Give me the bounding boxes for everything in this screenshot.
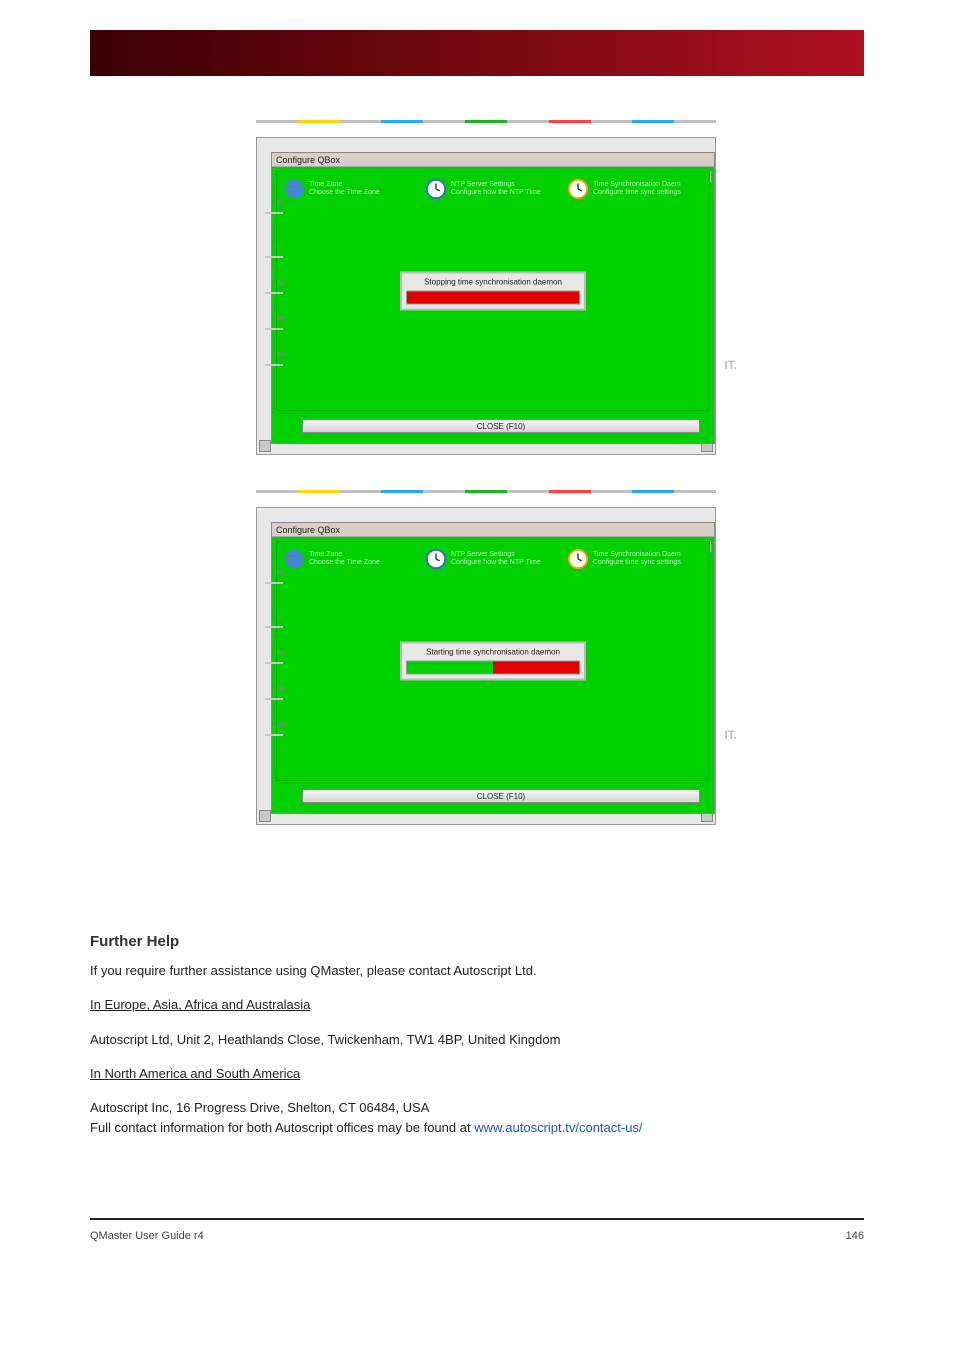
option-text: Time Synchronisation DaemConfigure time …	[593, 181, 681, 198]
side-label: Re	[277, 316, 286, 323]
config-option[interactable]: Time ZoneChoose the Time Zone	[283, 178, 419, 200]
side-label: Re	[277, 722, 286, 729]
footer-left: QMaster User Guide r4	[90, 1230, 204, 1242]
scroll-corner	[259, 440, 271, 452]
it-label: IT.	[724, 358, 737, 372]
figure-stopping-daemon: Configure QBox Time ZoneChoose the Time …	[256, 120, 716, 455]
progress-dialog: Stopping time synchronisation daemon	[400, 272, 586, 311]
section-heading: Further Help	[90, 930, 864, 953]
progress-bar	[406, 291, 580, 305]
window-title: Configure QBox	[272, 153, 714, 167]
side-label: Re	[277, 352, 286, 359]
clock-icon	[425, 548, 447, 570]
config-option[interactable]: NTP Server SettingsConfigure how the NTP…	[425, 178, 561, 200]
close-button[interactable]: CLOSE (F10)	[302, 789, 700, 803]
side-label: Ac	[277, 650, 285, 657]
it-label: IT.	[724, 728, 737, 742]
globe-icon	[283, 178, 305, 200]
option-text: Time ZoneChoose the Time Zone	[309, 551, 380, 568]
config-option[interactable]: NTP Server SettingsConfigure how the NTP…	[425, 548, 561, 570]
config-option[interactable]: Time Synchronisation DaemConfigure time …	[567, 548, 703, 570]
header-banner	[90, 30, 864, 76]
globe-icon	[283, 548, 305, 570]
option-text: NTP Server SettingsConfigure how the NTP…	[451, 181, 541, 198]
progress-bar	[406, 661, 580, 675]
side-label: Fi	[277, 570, 283, 577]
side-label: Li	[277, 614, 282, 621]
contact-url[interactable]: www.autoscript.tv/contact-us/	[474, 1120, 642, 1135]
option-text: Time Synchronisation DaemConfigure time …	[593, 551, 681, 568]
app-window: Configure QBox Time ZoneChoose the Time …	[256, 507, 716, 825]
address-americas: Autoscript Inc, 16 Progress Drive, Shelt…	[90, 1098, 864, 1138]
window-title: Configure QBox	[272, 523, 714, 537]
scroll-corner	[259, 810, 271, 822]
rainbow-bar	[256, 120, 716, 123]
region-title-americas: In North America and South America	[90, 1064, 864, 1084]
figure-starting-daemon: Configure QBox Time ZoneChoose the Time …	[256, 490, 716, 825]
clock-icon	[425, 178, 447, 200]
help-intro: If you require further assistance using …	[90, 961, 864, 981]
address-eu: Autoscript Ltd, Unit 2, Heathlands Close…	[90, 1030, 864, 1050]
footer-divider	[90, 1218, 864, 1220]
side-label: Ac	[277, 280, 285, 287]
close-button[interactable]: CLOSE (F10)	[302, 419, 700, 433]
side-label: Li	[277, 244, 282, 251]
progress-label: Stopping time synchronisation daemon	[406, 278, 580, 287]
clock-icon	[567, 548, 589, 570]
rainbow-bar	[256, 490, 716, 493]
clock-icon	[567, 178, 589, 200]
config-option[interactable]: Time ZoneChoose the Time Zone	[283, 548, 419, 570]
footer: QMaster User Guide r4 146	[90, 1230, 864, 1242]
option-text: NTP Server SettingsConfigure how the NTP…	[451, 551, 541, 568]
option-text: Time ZoneChoose the Time Zone	[309, 181, 380, 198]
progress-dialog: Starting time synchronisation daemon	[400, 642, 586, 681]
side-label: Fi	[277, 200, 283, 207]
config-option[interactable]: Time Synchronisation DaemConfigure time …	[567, 178, 703, 200]
app-window: Configure QBox Time ZoneChoose the Time …	[256, 137, 716, 455]
side-label: Re	[277, 686, 286, 693]
progress-label: Starting time synchronisation daemon	[406, 648, 580, 657]
footer-right: 146	[846, 1230, 864, 1242]
region-title-eu: In Europe, Asia, Africa and Australasia	[90, 995, 864, 1015]
further-help-section: Further Help If you require further assi…	[90, 930, 864, 1152]
